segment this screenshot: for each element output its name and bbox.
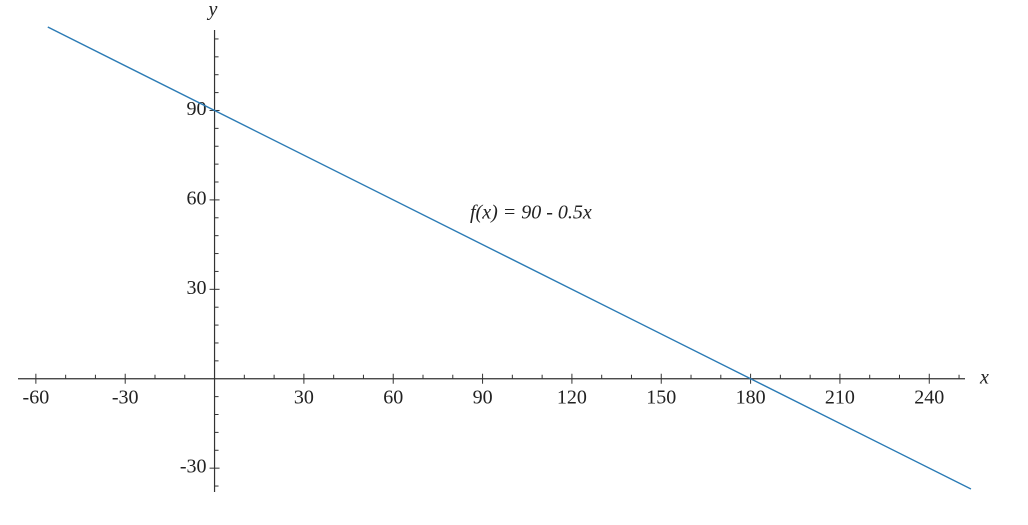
x-tick-label: -30 [112,386,139,408]
x-tick-label: 150 [646,386,676,408]
y-tick-label: -30 [180,456,207,478]
x-tick-label: 210 [825,386,855,408]
y-tick-label: 60 [187,187,207,209]
x-tick-label: 90 [473,386,493,408]
y-axis-label: y [207,0,218,21]
x-tick-label: 180 [736,386,766,408]
x-tick-label: -60 [23,386,50,408]
annotation: f(x) = 90 - 0.5x [470,202,592,224]
y-tick-label: 30 [187,277,207,299]
x-tick-label: 30 [294,386,314,408]
x-tick-label: 60 [383,386,403,408]
x-axis-label: x [979,367,989,389]
function-line [47,26,972,490]
x-tick-label: 240 [914,386,944,408]
x-tick-label: 120 [557,386,587,408]
